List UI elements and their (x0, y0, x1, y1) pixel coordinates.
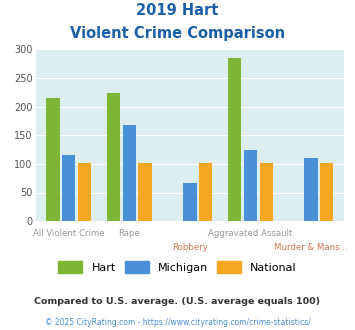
Text: 2019 Hart: 2019 Hart (136, 3, 219, 18)
Text: Robbery: Robbery (172, 243, 208, 251)
Bar (260, 163, 273, 221)
Bar (78, 163, 91, 221)
Bar (62, 155, 76, 221)
Bar (107, 93, 120, 221)
Text: Rape: Rape (119, 229, 140, 238)
Bar (199, 163, 212, 221)
Text: Compared to U.S. average. (U.S. average equals 100): Compared to U.S. average. (U.S. average … (34, 297, 321, 306)
Text: Violent Crime Comparison: Violent Crime Comparison (70, 26, 285, 41)
Bar (47, 98, 60, 221)
Bar (183, 183, 197, 221)
Text: Murder & Mans...: Murder & Mans... (274, 243, 348, 251)
Text: Aggravated Assault: Aggravated Assault (208, 229, 293, 238)
Bar (123, 125, 136, 221)
Bar (320, 163, 333, 221)
Text: © 2025 CityRating.com - https://www.cityrating.com/crime-statistics/: © 2025 CityRating.com - https://www.city… (45, 318, 310, 327)
Legend: Hart, Michigan, National: Hart, Michigan, National (54, 256, 301, 277)
Text: All Violent Crime: All Violent Crime (33, 229, 105, 238)
Bar (244, 150, 257, 221)
Bar (228, 57, 241, 221)
Bar (138, 163, 152, 221)
Bar (304, 158, 318, 221)
